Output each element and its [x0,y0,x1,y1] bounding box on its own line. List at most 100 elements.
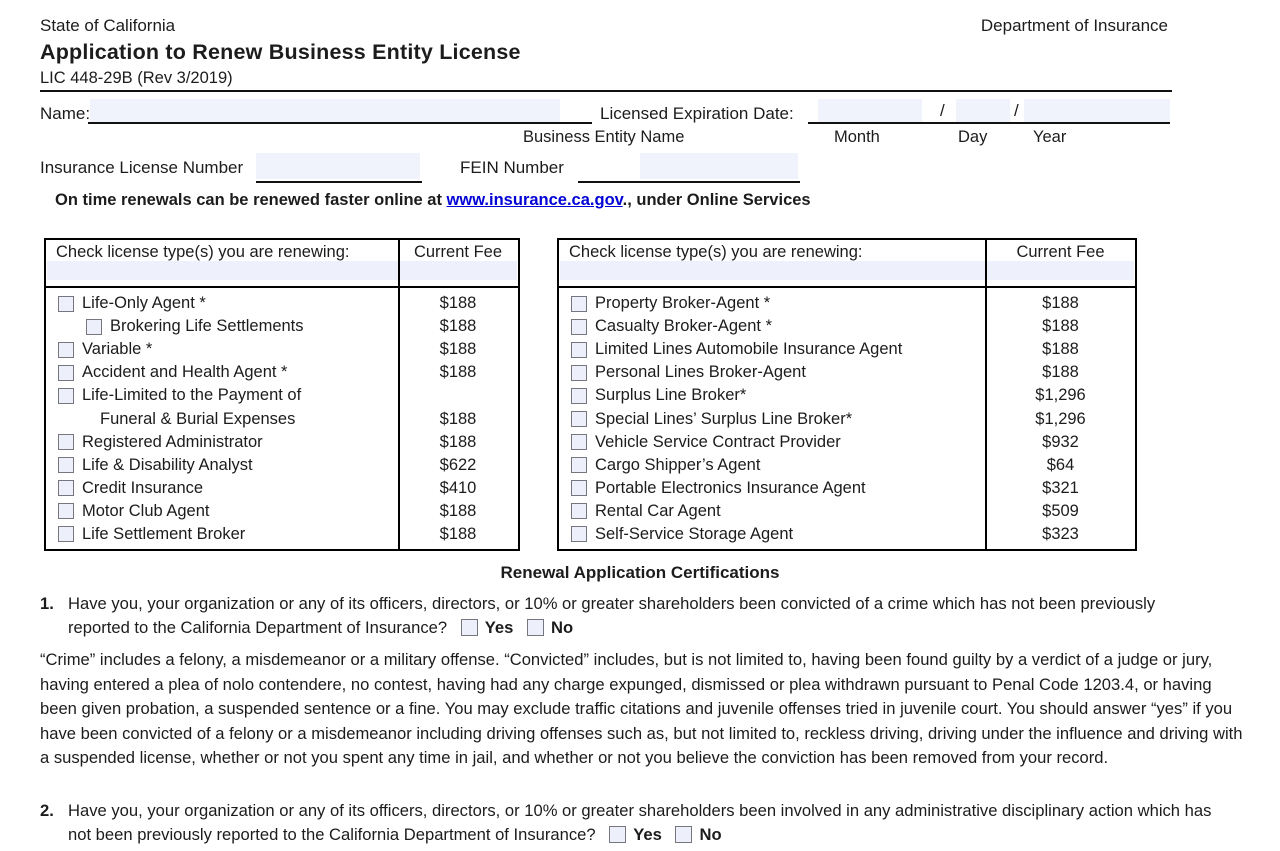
checkbox-self-service-storage-agent[interactable] [571,526,587,543]
expiration-day-input[interactable] [956,99,1010,122]
license-label: Life Settlement Broker [82,524,246,543]
license-label: Life-Limited to the Payment of [82,386,302,405]
license-label: Limited Lines Automobile Insurance Agent [595,340,903,359]
checkbox-portable-electronics-agent[interactable] [571,480,587,497]
table-header: Check license type(s) you are renewing: … [559,240,1135,288]
header-divider [40,90,1172,92]
checkbox-rental-car-agent[interactable] [571,503,587,520]
table-row: Limited Lines Automobile Insurance Agent… [559,338,1135,361]
question-text: Have you, your organization or any of it… [68,594,1156,638]
license-fee: $188 [1042,340,1079,359]
expiration-month-input[interactable] [818,99,922,122]
fein-underline [578,181,800,183]
name-input[interactable] [90,99,560,122]
checkbox-life-disability-analyst[interactable] [58,457,74,474]
table-row: Credit Insurance $410 [46,477,518,500]
checkbox-life-only-agent[interactable] [58,295,74,312]
name-label: Name: [40,104,91,123]
license-fee: $188 [439,363,477,382]
state-label: State of California [40,16,176,35]
checkbox-casualty-broker-agent[interactable] [571,318,587,335]
license-fee: $1,296 [1035,386,1086,405]
checkbox-motor-club-agent[interactable] [58,503,74,520]
certifications-title: Renewal Application Certifications [500,563,780,582]
checkbox-surplus-line-broker[interactable] [571,387,587,404]
checkbox-accident-and-health-agent[interactable] [58,364,74,381]
table-row: Registered Administrator $188 [46,431,518,454]
table-row: Life-Only Agent * $188 [46,292,518,315]
license-fee-table-left: Check license type(s) you are renewing: … [44,238,520,551]
license-label: Property Broker-Agent * [595,294,771,313]
license-fee: $188 [1042,294,1079,313]
checkbox-cargo-shippers-agent[interactable] [571,457,587,474]
fein-input[interactable] [640,153,798,179]
license-fee: $188 [439,432,477,451]
license-fee: $188 [439,409,477,428]
checkbox-property-broker-agent[interactable] [571,295,587,312]
q2-no-checkbox[interactable] [675,826,693,844]
header-highlight-band [47,261,517,280]
expiration-underline [808,122,1170,124]
license-label: Casualty Broker-Agent * [595,317,772,336]
license-label: Personal Lines Broker-Agent [595,363,806,382]
license-fee: $509 [1042,501,1079,520]
online-renewal-notice: On time renewals can be renewed faster o… [55,191,811,210]
expiration-date-label: Licensed Expiration Date: [600,104,794,123]
license-label: Special Lines’ Surplus Line Broker* [595,409,853,428]
license-label: Portable Electronics Insurance Agent [595,478,866,497]
no-label: No [699,825,722,845]
license-fee: $622 [439,455,477,474]
checkbox-vehicle-service-contract-provider[interactable] [571,434,587,451]
column-header-license-type: Check license type(s) you are renewing: [56,243,350,261]
license-number-underline [256,181,422,183]
license-label: Cargo Shipper’s Agent [595,455,761,474]
license-label: Rental Car Agent [595,501,721,520]
checkbox-credit-insurance[interactable] [58,480,74,497]
license-label: Vehicle Service Contract Provider [595,432,841,451]
table-row: Personal Lines Broker-Agent $188 [559,361,1135,384]
license-fee: $323 [1042,524,1079,543]
checkbox-brokering-life-settlements[interactable] [86,318,102,335]
table-row: Motor Club Agent $188 [46,500,518,523]
license-fee: $188 [1042,317,1079,336]
license-number-input[interactable] [256,153,420,179]
license-label: Variable * [82,340,153,359]
month-caption: Month [834,128,880,146]
table-row: Life-Limited to the Payment of [46,384,518,407]
q1-yes-checkbox[interactable] [460,619,478,637]
checkbox-registered-administrator[interactable] [58,434,74,451]
checkbox-personal-lines-broker-agent[interactable] [571,364,587,381]
column-header-license-type: Check license type(s) you are renewing: [569,243,863,261]
question-1: 1. Have you, your organization or any of… [40,592,1220,641]
license-fee: $188 [439,317,477,336]
column-header-current-fee: Current Fee [413,243,503,261]
license-label: Registered Administrator [82,432,263,451]
q1-no-checkbox[interactable] [526,619,544,637]
q2-yes-checkbox[interactable] [609,826,627,844]
checkbox-variable[interactable] [58,341,74,358]
expiration-year-input[interactable] [1024,99,1170,122]
question-number: 2. [40,801,54,820]
checkbox-special-lines-surplus-broker[interactable] [571,411,587,428]
notice-prefix: On time renewals can be renewed faster o… [55,191,447,209]
business-entity-caption: Business Entity Name [523,128,685,146]
yes-label: Yes [484,618,514,638]
table-row: Special Lines’ Surplus Line Broker* $1,2… [559,407,1135,430]
checkbox-life-settlement-broker[interactable] [58,526,74,543]
license-fee: $188 [439,340,477,359]
no-label: No [550,618,574,638]
license-label: Funeral & Burial Expenses [100,409,296,428]
license-label: Motor Club Agent [82,501,210,520]
question-text: Have you, your organization or any of it… [68,801,1212,845]
date-slash-2: / [1014,101,1019,120]
license-label: Self-Service Storage Agent [595,524,794,543]
checkbox-limited-lines-automobile[interactable] [571,341,587,358]
table-row: Surplus Line Broker* $1,296 [559,384,1135,407]
checkbox-life-limited-funeral-burial[interactable] [58,387,74,404]
license-number-label: Insurance License Number [40,158,244,177]
online-renewal-link[interactable]: www.insurance.ca.gov [446,191,623,209]
date-slash-1: / [940,101,945,120]
page-title: Application to Renew Business Entity Lic… [40,40,521,64]
table-header: Check license type(s) you are renewing: … [46,240,518,288]
